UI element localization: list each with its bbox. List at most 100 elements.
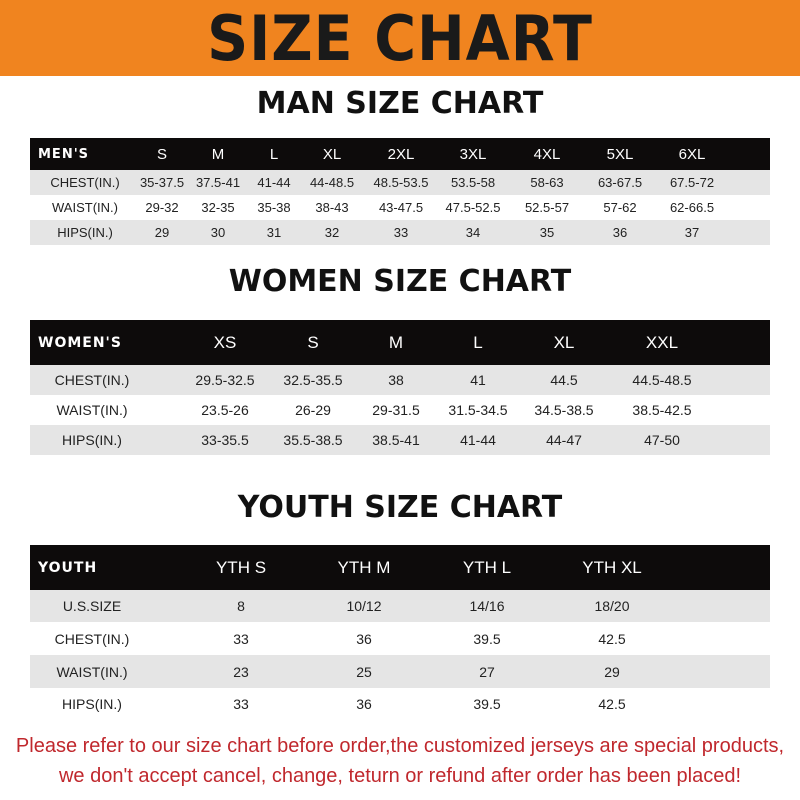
table-cell: 33: [233, 630, 249, 647]
table-cell: 29-32: [145, 200, 179, 215]
row-label: WAIST(IN.): [52, 200, 118, 215]
size-header: M: [211, 145, 225, 163]
table-cell: 29: [154, 225, 170, 240]
size-header: XL: [553, 332, 575, 352]
table-row: WAIST(IN.) 29-32 32-35 35-38 38-43 43-47.5 47.…: [30, 195, 770, 220]
table-row: WAIST(IN.) 23 25 27 29: [30, 655, 770, 688]
table-cell: 37.5-41: [195, 175, 241, 190]
table-cell: 44-47: [546, 432, 582, 448]
size-header: 5XL: [606, 145, 634, 163]
table-cell: 43-47.5: [378, 200, 424, 215]
table-cell: 29: [604, 663, 620, 680]
row-label: HIPS(IN.): [57, 225, 113, 240]
youth-section-title: YOUTH SIZE CHART: [237, 490, 563, 525]
table-cell: 47-50: [644, 432, 680, 448]
table-cell: 23: [233, 663, 249, 680]
row-label: WAIST(IN.): [56, 663, 128, 680]
notice-line-2: we don't accept cancel, change, teturn o…: [58, 765, 742, 787]
table-corner-label: MEN'S: [38, 146, 90, 162]
row-label: WAIST(IN.): [56, 402, 128, 418]
table-header-row: WOMEN'S XS S M L XL XXL: [30, 320, 770, 365]
table-cell: 14/16: [469, 598, 505, 614]
table-cell: 36: [356, 630, 372, 647]
table-cell: 38: [388, 372, 404, 388]
row-label: HIPS(IN.): [62, 696, 122, 712]
size-header: M: [388, 332, 404, 352]
size-header: 6XL: [678, 145, 706, 163]
table-cell: 48.5-53.5: [373, 175, 429, 190]
table-cell: 31: [266, 225, 282, 240]
table-cell: 62-66.5: [669, 200, 715, 215]
table-cell: 63-67.5: [597, 175, 643, 190]
table-cell: 38-43: [315, 200, 349, 215]
banner: SIZE CHART: [0, 0, 800, 76]
table-row: HIPS(IN.) 33-35.5 35.5-38.5 38.5-41 41-44 44-…: [30, 425, 770, 455]
table-cell: 35.5-38.5: [283, 432, 343, 448]
table-row: CHEST(IN.) 29.5-32.5 32.5-35.5 38 41 44.5 44.5…: [30, 365, 770, 395]
table-cell: 23.5-26: [201, 402, 249, 418]
row-label: HIPS(IN.): [62, 432, 122, 448]
table-cell: 58-63: [530, 175, 564, 190]
size-header: YTH M: [337, 557, 391, 577]
table-cell: 47.5-52.5: [445, 200, 501, 215]
size-header: YTH S: [215, 557, 267, 577]
table-cell: 41-44: [257, 175, 291, 190]
table-cell: 52.5-57: [524, 200, 570, 215]
table-row: CHEST(IN.) 35-37.5 37.5-41 41-44 44-48.5 48.5…: [30, 170, 770, 195]
women-section-title: WOMEN SIZE CHART: [228, 264, 572, 299]
table-cell: 33: [393, 225, 409, 240]
table-cell: 34: [465, 225, 481, 240]
table-cell: 36: [356, 696, 372, 712]
size-header: YTH XL: [582, 557, 642, 577]
table-row: U.S.SIZE 8 10/12 14/16 18/20: [30, 590, 770, 622]
banner-title: SIZE CHART: [207, 2, 593, 75]
table-cell: 32.5-35.5: [283, 372, 343, 388]
row-label: CHEST(IN.): [50, 175, 120, 190]
size-header: S: [307, 332, 319, 352]
size-header: L: [269, 145, 279, 163]
table-row: WAIST(IN.) 23.5-26 26-29 29-31.5 31.5-34.5 34…: [30, 395, 770, 425]
table-cell: 35-37.5: [139, 175, 185, 190]
table-cell: 44.5: [550, 372, 578, 388]
size-header: YTH L: [462, 557, 512, 577]
table-cell: 41: [470, 372, 486, 388]
table-cell: 41-44: [460, 432, 496, 448]
size-header: 3XL: [459, 145, 487, 163]
table-cell: 35-38: [257, 200, 291, 215]
table-cell: 44-48.5: [309, 175, 355, 190]
notice-line-1: Please refer to our size chart before or…: [15, 735, 785, 757]
table-row: HIPS(IN.) 29 30 31 32 33 34 35 36 37: [30, 220, 770, 245]
table-corner-label: YOUTH: [38, 559, 98, 576]
table-cell: 39.5: [473, 630, 501, 647]
table-cell: 53.5-58: [450, 175, 496, 190]
table-cell: 31.5-34.5: [448, 402, 508, 418]
size-header: XL: [322, 145, 342, 163]
table-row: HIPS(IN.) 33 36 39.5 42.5: [30, 688, 770, 720]
size-header: 4XL: [533, 145, 561, 163]
table-cell: 30: [210, 225, 226, 240]
size-header: S: [156, 145, 167, 163]
table-cell: 29.5-32.5: [195, 372, 255, 388]
table-header-row: MEN'S S M L XL 2XL 3XL 4XL 5XL 6XL: [30, 138, 770, 170]
table-cell: 18/20: [594, 598, 630, 614]
table-cell: 38.5-42.5: [632, 402, 692, 418]
men-section-title: MAN SIZE CHART: [256, 86, 544, 121]
table-cell: 37: [684, 225, 700, 240]
table-cell: 34.5-38.5: [534, 402, 594, 418]
size-header: XS: [213, 332, 237, 352]
row-label: CHEST(IN.): [54, 372, 130, 388]
table-cell: 29-31.5: [372, 402, 420, 418]
table-cell: 36: [612, 225, 628, 240]
table-cell: 67.5-72: [669, 175, 715, 190]
table-cell: 57-62: [603, 200, 637, 215]
table-cell: 32: [324, 225, 340, 240]
table-cell: 26-29: [295, 402, 331, 418]
table-cell: 35: [539, 225, 555, 240]
table-cell: 42.5: [598, 696, 626, 712]
size-header: XXL: [645, 332, 679, 352]
table-header-row: YOUTH YTH S YTH M YTH L YTH XL: [30, 545, 770, 590]
row-label: U.S.SIZE: [62, 598, 122, 614]
size-header: 2XL: [387, 145, 415, 163]
table-cell: 27: [479, 663, 495, 680]
